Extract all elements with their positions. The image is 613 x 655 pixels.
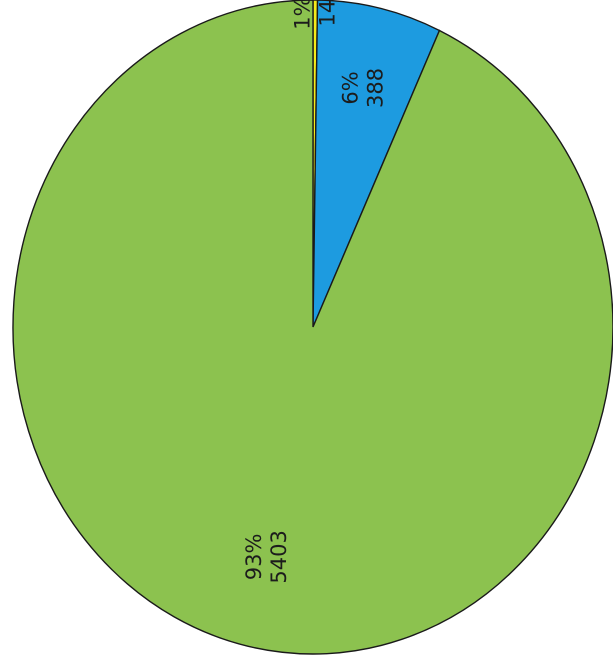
slice-value-label: 5403: [267, 530, 291, 583]
pie-slice: [312, 0, 441, 328]
pie-slice: [12, 0, 613, 655]
slice-label-group: 1% 14: [291, 0, 340, 30]
slice-label-group: 6% 388: [339, 68, 388, 108]
slice-value-label: 388: [364, 68, 388, 108]
slice-percent-label: 93%: [242, 534, 266, 581]
slice-percent-label: 1%: [291, 0, 315, 30]
pie-slices: [12, 0, 613, 655]
pie-labels: 1% 14 6% 388 93% 5403: [242, 0, 388, 584]
slice-label-group: 93% 5403: [242, 530, 291, 583]
slice-percent-label: 6%: [339, 71, 363, 104]
slice-value-label: 14: [316, 0, 340, 26]
